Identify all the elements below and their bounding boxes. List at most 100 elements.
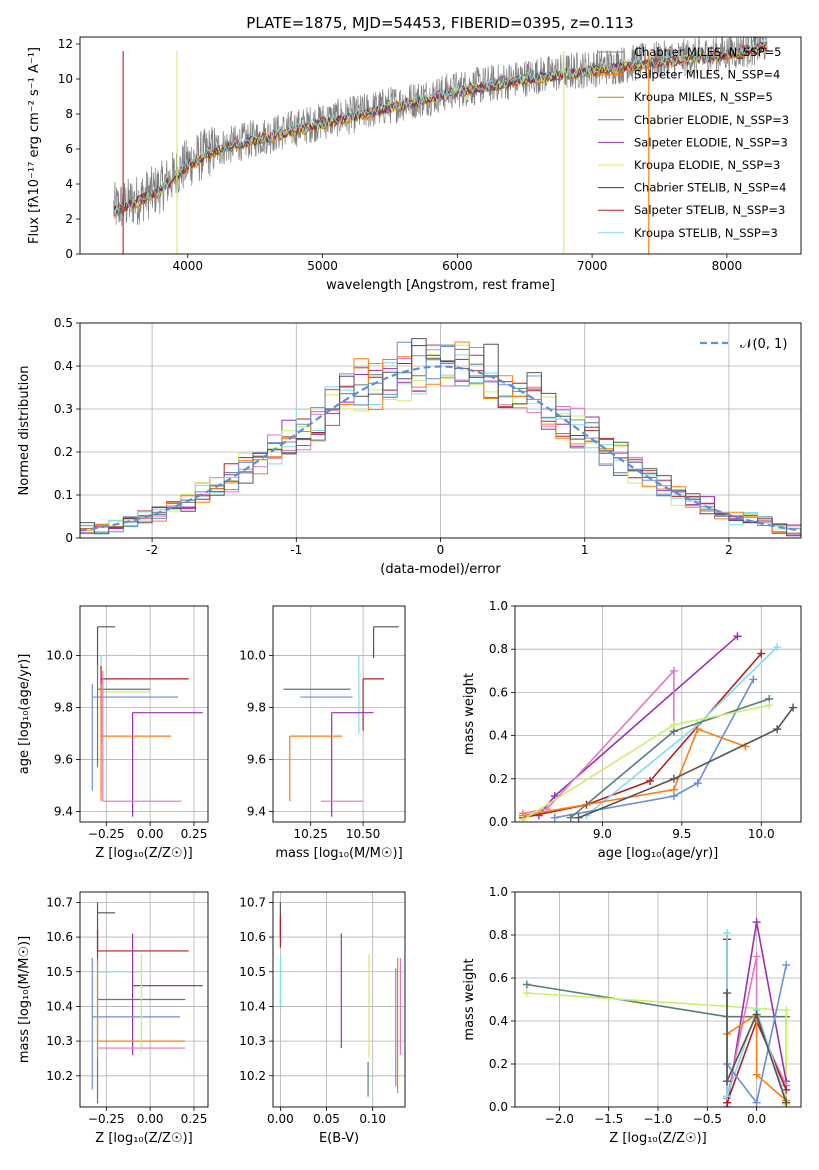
legend-label: Chabrier ELODIE, N_SSP=3 (634, 113, 789, 127)
errorbar-point (96, 930, 189, 952)
x-tick-label: 0.00 (137, 1112, 164, 1126)
y-axis-label: Normed distribution (17, 366, 32, 496)
plot-area (273, 892, 405, 1107)
plot-area (80, 606, 208, 822)
data-point (669, 720, 678, 729)
model-spectrum (113, 40, 767, 214)
x-axis-label: Z [log₁₀(Z/Z☉)] (95, 1131, 192, 1146)
x-axis-label: Z [log₁₀(Z/Z☉)] (609, 1131, 706, 1146)
data-point (669, 666, 678, 675)
y-tick-label: 9.6 (247, 753, 266, 767)
y-tick-label: 12 (58, 37, 73, 51)
axes-frame (272, 891, 406, 1108)
y-tick-label: 0.6 (489, 685, 508, 699)
y-tick-label: 1.0 (489, 599, 508, 613)
y-tick-label: 9.4 (247, 805, 266, 819)
x-tick-label: 0 (437, 543, 445, 557)
weight-line (522, 704, 770, 821)
weight-series (518, 701, 774, 822)
y-tick-label: 10.4 (239, 999, 266, 1013)
y-tick-label: 10.4 (46, 999, 73, 1013)
x-axis-label: Z [log₁₀(Z/Z☉)] (95, 846, 192, 861)
y-tick-label: 0.0 (489, 815, 508, 829)
panel-residuals: -2 -1 0 1 2 0 0.1 0.2 0.3 0.4 0.5 (data-model)/erro… (17, 316, 802, 577)
x-tick-label: −1.0 (643, 1112, 672, 1126)
errorbar-point (91, 957, 180, 1090)
normal-curve (80, 365, 801, 532)
y-tick-label: 2 (65, 212, 73, 226)
x-tick-label: 9.5 (672, 827, 691, 841)
x-tick-label: 1 (581, 543, 589, 557)
y-tick-label: 10.3 (239, 1034, 266, 1048)
y-tick-label: 10.2 (46, 1069, 73, 1083)
plot-area (80, 323, 801, 538)
x-tick-label: 10.50 (346, 827, 380, 841)
y-axis-label: age [log₁₀(age/yr)] (17, 654, 32, 775)
plot-area (273, 606, 405, 822)
data-point (782, 1085, 791, 1094)
y-tick-label: 0 (65, 247, 73, 261)
data-point (765, 701, 774, 710)
legend-label: Salpeter STELIB, N_SSP=3 (634, 203, 785, 217)
x-tick-label: 4000 (173, 259, 204, 273)
weight-line (554, 679, 755, 819)
legend-label: Salpeter MILES, N_SSP=4 (634, 68, 780, 82)
y-tick-label: 9.8 (247, 700, 266, 714)
plot-area (80, 892, 208, 1107)
data-point (693, 725, 702, 734)
data-point (723, 1092, 732, 1101)
legend-label: Kroupa ELODIE, N_SSP=3 (634, 158, 780, 172)
weight-line (726, 993, 787, 1103)
errorbar-point (132, 933, 203, 1055)
panel-mass_vs_EBV: 0.00 0.05 0.10 10.2 10.3 10.4 10.5 10.6 10.7 E(B-… (239, 891, 406, 1146)
panel-mass_vs_Z: −0.25 0.00 0.25 10.2 10.3 10.4 10.5 10.6 10.7 Z [… (17, 891, 209, 1146)
data-point (646, 776, 655, 785)
legend-label: Kroupa MILES, N_SSP=5 (634, 90, 773, 104)
y-tick-label: 10.7 (239, 895, 266, 909)
legend-label: Chabrier STELIB, N_SSP=4 (634, 181, 786, 195)
weight-series (522, 989, 791, 1107)
x-tick-label: 2 (725, 543, 733, 557)
weight-series (723, 989, 791, 1107)
x-tick-label: −0.25 (88, 1112, 125, 1126)
y-tick-label: 6 (65, 142, 73, 156)
x-tick-label: 0.00 (267, 1112, 294, 1126)
figure-title: PLATE=1875, MJD=54453, FIBERID=0395, z=0… (246, 14, 633, 32)
data-point (518, 815, 527, 822)
axes-frame (79, 322, 802, 539)
x-tick-label: 0.05 (313, 1112, 340, 1126)
data-point (669, 785, 678, 794)
data-point (693, 779, 702, 788)
weight-line (726, 1013, 787, 1102)
y-tick-label: 10.2 (239, 1069, 266, 1083)
errorbar-point (132, 712, 203, 817)
weight-line (522, 728, 746, 817)
residual-histogram (80, 341, 801, 535)
data-point (723, 928, 732, 937)
x-tick-label: 10.0 (748, 827, 775, 841)
weight-series (518, 725, 750, 820)
data-point (782, 1098, 791, 1107)
errorbar-point (102, 671, 182, 802)
data-point (782, 961, 791, 970)
y-tick-label: 10.6 (46, 930, 73, 944)
residual-histogram (80, 345, 801, 536)
x-tick-label: 0.25 (181, 827, 208, 841)
x-axis-label: E(B-V) (319, 1131, 359, 1146)
errorbar-point (289, 735, 343, 802)
x-tick-label: 0.00 (137, 827, 164, 841)
x-tick-label: 8000 (712, 259, 743, 273)
y-tick-label: 0.4 (489, 729, 508, 743)
axes-frame (79, 891, 209, 1108)
data-point (550, 813, 559, 822)
data-point (773, 643, 782, 652)
legend-label: Salpeter ELODIE, N_SSP=3 (634, 135, 788, 149)
y-tick-label: 9.6 (54, 753, 73, 767)
y-tick-label: 8 (65, 107, 73, 121)
data-point (733, 632, 742, 641)
errorbar-point (96, 626, 116, 666)
x-tick-label: −0.25 (88, 827, 125, 841)
weight-series (574, 703, 798, 822)
y-tick-label: 0.2 (489, 1057, 508, 1071)
x-tick-label: 9.0 (593, 827, 612, 841)
